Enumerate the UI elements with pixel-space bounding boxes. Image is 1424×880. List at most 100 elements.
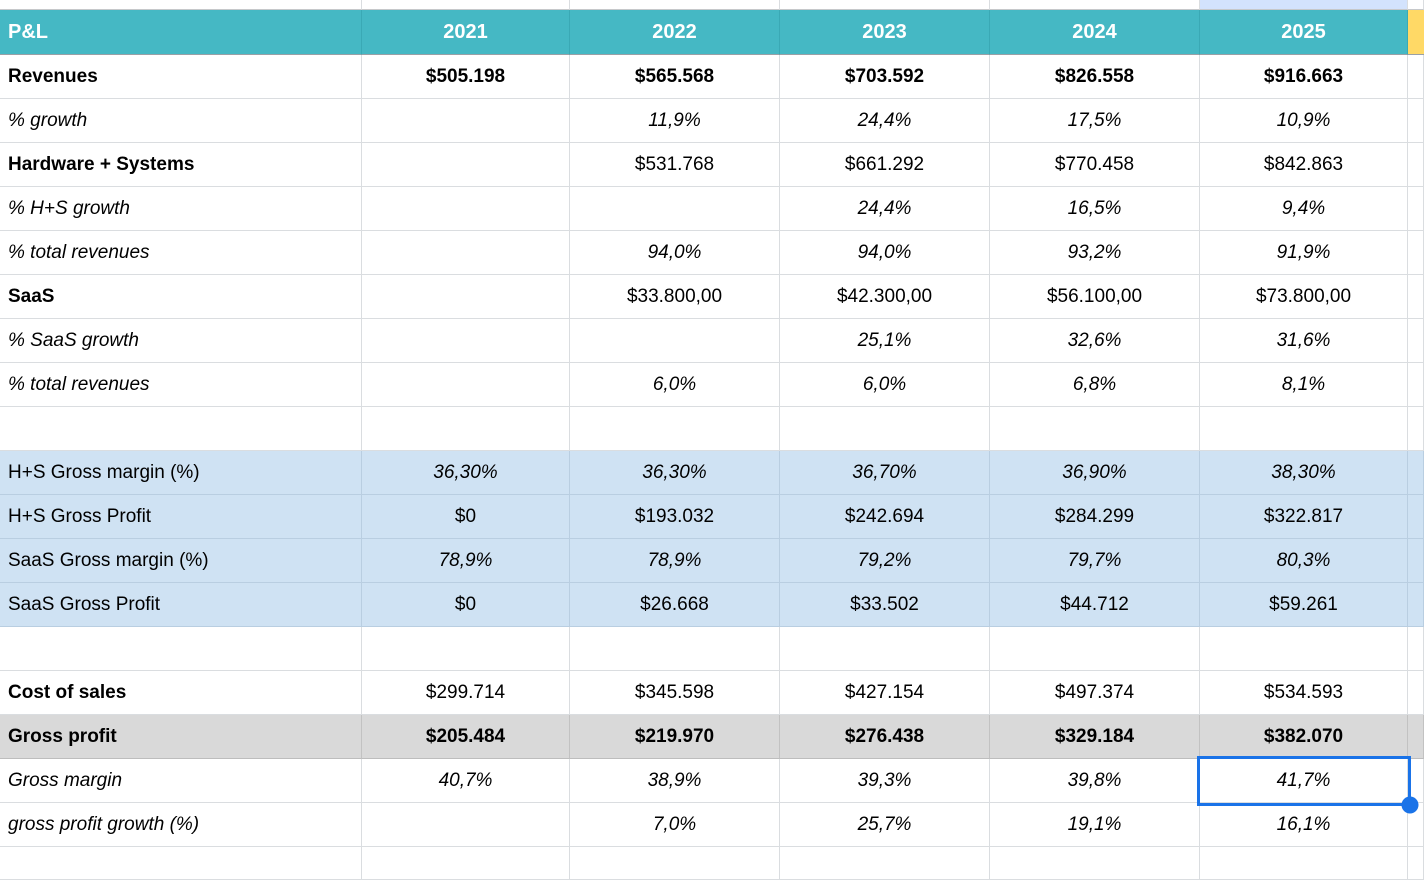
row-label[interactable]: Gross profit <box>0 715 362 759</box>
cell[interactable]: 91,9% <box>1200 231 1408 275</box>
cell[interactable]: 79,2% <box>780 539 990 583</box>
cell[interactable]: 38,30% <box>1200 451 1408 495</box>
cell[interactable]: 17,5% <box>990 99 1200 143</box>
extra-column-cell[interactable] <box>1408 363 1424 407</box>
extra-column-cell[interactable] <box>1408 55 1424 99</box>
cell[interactable]: 40,7% <box>362 759 570 803</box>
cell[interactable]: 32,6% <box>990 319 1200 363</box>
cell[interactable]: 11,9% <box>570 99 780 143</box>
row-label[interactable]: H+S Gross margin (%) <box>0 451 362 495</box>
extra-column-cell[interactable] <box>1408 715 1424 759</box>
cell[interactable]: $0 <box>362 495 570 539</box>
blank-row-label[interactable] <box>0 627 362 671</box>
cell[interactable] <box>570 847 780 880</box>
blank-row-label[interactable] <box>0 407 362 451</box>
row-label[interactable]: H+S Gross Profit <box>0 495 362 539</box>
cell[interactable]: 9,4% <box>1200 187 1408 231</box>
cell[interactable]: $284.299 <box>990 495 1200 539</box>
year-header[interactable]: 2021 <box>362 10 570 55</box>
extra-column-cell[interactable] <box>1408 847 1424 880</box>
cell[interactable]: $661.292 <box>780 143 990 187</box>
strip-cell[interactable] <box>1200 0 1408 10</box>
cell[interactable]: $44.712 <box>990 583 1200 627</box>
row-label[interactable]: SaaS Gross margin (%) <box>0 539 362 583</box>
cell[interactable] <box>362 847 570 880</box>
cell[interactable]: 6,0% <box>780 363 990 407</box>
cell[interactable]: $565.568 <box>570 55 780 99</box>
cell[interactable]: 25,1% <box>780 319 990 363</box>
strip-cell[interactable] <box>570 0 780 10</box>
cell[interactable] <box>362 803 570 847</box>
cell[interactable] <box>362 187 570 231</box>
row-label[interactable]: Hardware + Systems <box>0 143 362 187</box>
row-label[interactable]: Gross margin <box>0 759 362 803</box>
cell[interactable]: 31,6% <box>1200 319 1408 363</box>
cell[interactable]: 24,4% <box>780 187 990 231</box>
cell[interactable]: 38,9% <box>570 759 780 803</box>
row-label[interactable]: % H+S growth <box>0 187 362 231</box>
blank-row-label[interactable] <box>0 847 362 880</box>
cell[interactable] <box>1200 627 1408 671</box>
row-label[interactable]: SaaS Gross Profit <box>0 583 362 627</box>
extra-column-cell[interactable] <box>1408 143 1424 187</box>
cell[interactable]: 79,7% <box>990 539 1200 583</box>
cell[interactable]: 6,0% <box>570 363 780 407</box>
cell[interactable]: $534.593 <box>1200 671 1408 715</box>
cell[interactable]: $73.800,00 <box>1200 275 1408 319</box>
row-label[interactable]: % SaaS growth <box>0 319 362 363</box>
year-header[interactable]: 2022 <box>570 10 780 55</box>
cell[interactable]: $193.032 <box>570 495 780 539</box>
corner-header-pl[interactable]: P&L <box>0 10 362 55</box>
cell[interactable]: 41,7% <box>1200 759 1408 803</box>
cell[interactable]: $299.714 <box>362 671 570 715</box>
cell[interactable]: $219.970 <box>570 715 780 759</box>
cell[interactable]: $56.100,00 <box>990 275 1200 319</box>
cell[interactable] <box>570 187 780 231</box>
row-label[interactable]: SaaS <box>0 275 362 319</box>
cell[interactable]: 80,3% <box>1200 539 1408 583</box>
cell[interactable]: $345.598 <box>570 671 780 715</box>
fill-handle-icon[interactable] <box>1401 796 1419 814</box>
row-label[interactable]: % total revenues <box>0 363 362 407</box>
cell[interactable]: $322.817 <box>1200 495 1408 539</box>
extra-column-header[interactable] <box>1408 10 1424 55</box>
cell[interactable]: 94,0% <box>780 231 990 275</box>
cell[interactable]: $42.300,00 <box>780 275 990 319</box>
strip-cell[interactable] <box>0 0 362 10</box>
cell[interactable]: $497.374 <box>990 671 1200 715</box>
row-label[interactable]: Cost of sales <box>0 671 362 715</box>
cell[interactable]: 25,7% <box>780 803 990 847</box>
cell[interactable]: 8,1% <box>1200 363 1408 407</box>
extra-column-cell[interactable] <box>1408 275 1424 319</box>
cell[interactable]: 36,30% <box>362 451 570 495</box>
cell[interactable]: $0 <box>362 583 570 627</box>
cell[interactable] <box>780 407 990 451</box>
extra-column-cell[interactable] <box>1408 627 1424 671</box>
cell[interactable]: $531.768 <box>570 143 780 187</box>
extra-column-cell[interactable] <box>1408 539 1424 583</box>
extra-column-cell[interactable] <box>1408 407 1424 451</box>
cell[interactable]: $33.502 <box>780 583 990 627</box>
cell[interactable]: 36,90% <box>990 451 1200 495</box>
strip-cell[interactable] <box>780 0 990 10</box>
cell[interactable] <box>780 627 990 671</box>
cell[interactable] <box>570 319 780 363</box>
row-label[interactable]: gross profit growth (%) <box>0 803 362 847</box>
cell[interactable]: $916.663 <box>1200 55 1408 99</box>
cell[interactable] <box>362 143 570 187</box>
cell[interactable]: $382.070 <box>1200 715 1408 759</box>
cell[interactable] <box>1200 847 1408 880</box>
cell[interactable]: 16,5% <box>990 187 1200 231</box>
cell[interactable]: 24,4% <box>780 99 990 143</box>
extra-column-cell[interactable] <box>1408 187 1424 231</box>
row-label[interactable]: % growth <box>0 99 362 143</box>
strip-cell[interactable] <box>1408 0 1424 10</box>
extra-column-cell[interactable] <box>1408 583 1424 627</box>
cell[interactable]: $703.592 <box>780 55 990 99</box>
cell[interactable]: 78,9% <box>362 539 570 583</box>
cell[interactable] <box>362 99 570 143</box>
extra-column-cell[interactable] <box>1408 495 1424 539</box>
cell[interactable] <box>570 627 780 671</box>
cell[interactable]: $26.668 <box>570 583 780 627</box>
cell[interactable]: $276.438 <box>780 715 990 759</box>
